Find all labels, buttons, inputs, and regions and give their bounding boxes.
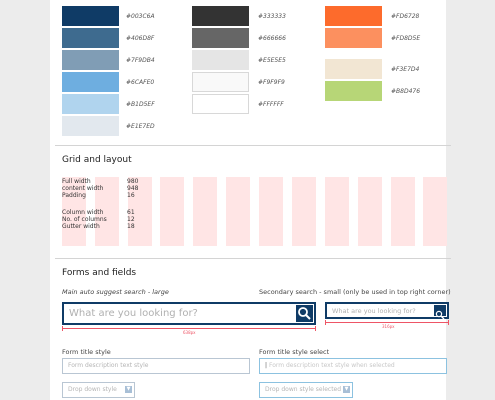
hex-label: #FD6728 [391,13,420,20]
dropdown-selected-label: Drop down style selected [265,386,342,393]
color-swatch [62,94,119,114]
forms-section-title: Forms and fields [62,268,137,278]
form-description-field-selected[interactable]: | Form description text style when selec… [259,358,447,374]
hex-label: #B1D5EF [126,101,155,108]
measure-line [62,326,316,331]
measure-label: 316px [382,324,395,329]
main-search-input[interactable]: What are you looking for? [69,308,198,319]
grid-column [160,177,184,246]
hex-label: #FD8D5E [391,35,421,42]
spec-value: 61 [127,209,135,216]
text-cursor: | [265,362,268,369]
dropdown-label: Drop down style [68,386,117,393]
grid-section-title: Grid and layout [62,155,132,165]
grid-column [325,177,349,246]
secondary-search-label: Secondary search - small (only be used i… [259,288,451,296]
measure-label: 638px [183,330,196,335]
spec-value: 16 [127,192,135,199]
grid-column [62,177,86,246]
color-swatch [325,6,382,26]
spec-label: Full width [62,178,91,185]
hex-label: #333333 [258,13,286,20]
hex-label: #FFFFFF [258,101,284,108]
section-divider [55,258,451,259]
main-search-box[interactable]: What are you looking for? [62,302,316,325]
spec-value: 18 [127,223,135,230]
grid-column [259,177,283,246]
main-search-label: Main auto suggest search - large [62,288,169,296]
grid-column [95,177,119,246]
dropdown[interactable]: Drop down style ▼ [62,382,135,398]
chevron-down-icon: ▼ [343,386,350,393]
grid-column [193,177,217,246]
secondary-search-button[interactable] [434,305,446,320]
search-icon [298,307,311,320]
spec-label: content width [62,185,104,192]
grid-column [423,177,447,246]
form-title-select-label: Form title style select [259,348,330,356]
color-swatch [192,94,249,114]
form-description-selected-text: Form description text style when selecte… [268,362,395,369]
color-swatch [62,72,119,92]
color-swatch [325,59,382,79]
secondary-search-input[interactable]: What are you looking for? [332,307,416,315]
spec-value: 948 [127,185,139,192]
grid-column [128,177,152,246]
hex-label: #6CAFE0 [126,79,155,86]
spec-value: 980 [127,178,139,185]
grid-column [292,177,316,246]
search-icon [435,310,445,320]
grid-column [391,177,415,246]
color-swatch [62,50,119,70]
grid-column [226,177,250,246]
hex-label: #7F9DB4 [126,57,155,64]
grid-column [358,177,382,246]
hex-label: #F3E7D4 [391,66,420,73]
spec-label: Column width [62,209,104,216]
spec-label: No. of columns [62,216,107,223]
color-swatch [62,28,119,48]
spec-label: Padding [62,192,86,199]
chevron-down-icon: ▼ [125,386,132,393]
color-swatch [62,6,119,26]
color-swatch [192,6,249,26]
hex-label: #F9F9F9 [258,79,285,86]
section-divider [55,145,451,146]
hex-label: #E1E7ED [126,123,155,130]
hex-label: #666666 [258,35,286,42]
color-swatch [192,72,249,92]
color-swatch [62,116,119,136]
form-title-style-label: Form title style [62,348,111,356]
color-swatch [192,50,249,70]
hex-label: #003C6A [126,13,155,20]
hex-label: #406D8F [126,35,155,42]
hex-label: #E5E5E5 [258,57,286,64]
secondary-search-box[interactable]: What are you looking for? [325,302,449,320]
spec-label: Gutter width [62,223,100,230]
color-swatch [325,81,382,101]
hex-label: #B8D476 [391,88,421,95]
measure-line [325,320,449,325]
color-swatch [325,28,382,48]
color-swatch [192,28,249,48]
dropdown-selected[interactable]: Drop down style selected ▼ [259,382,353,398]
spec-value: 12 [127,216,135,223]
form-description-field[interactable]: Form description text style [62,358,250,374]
main-search-button[interactable] [296,305,313,322]
